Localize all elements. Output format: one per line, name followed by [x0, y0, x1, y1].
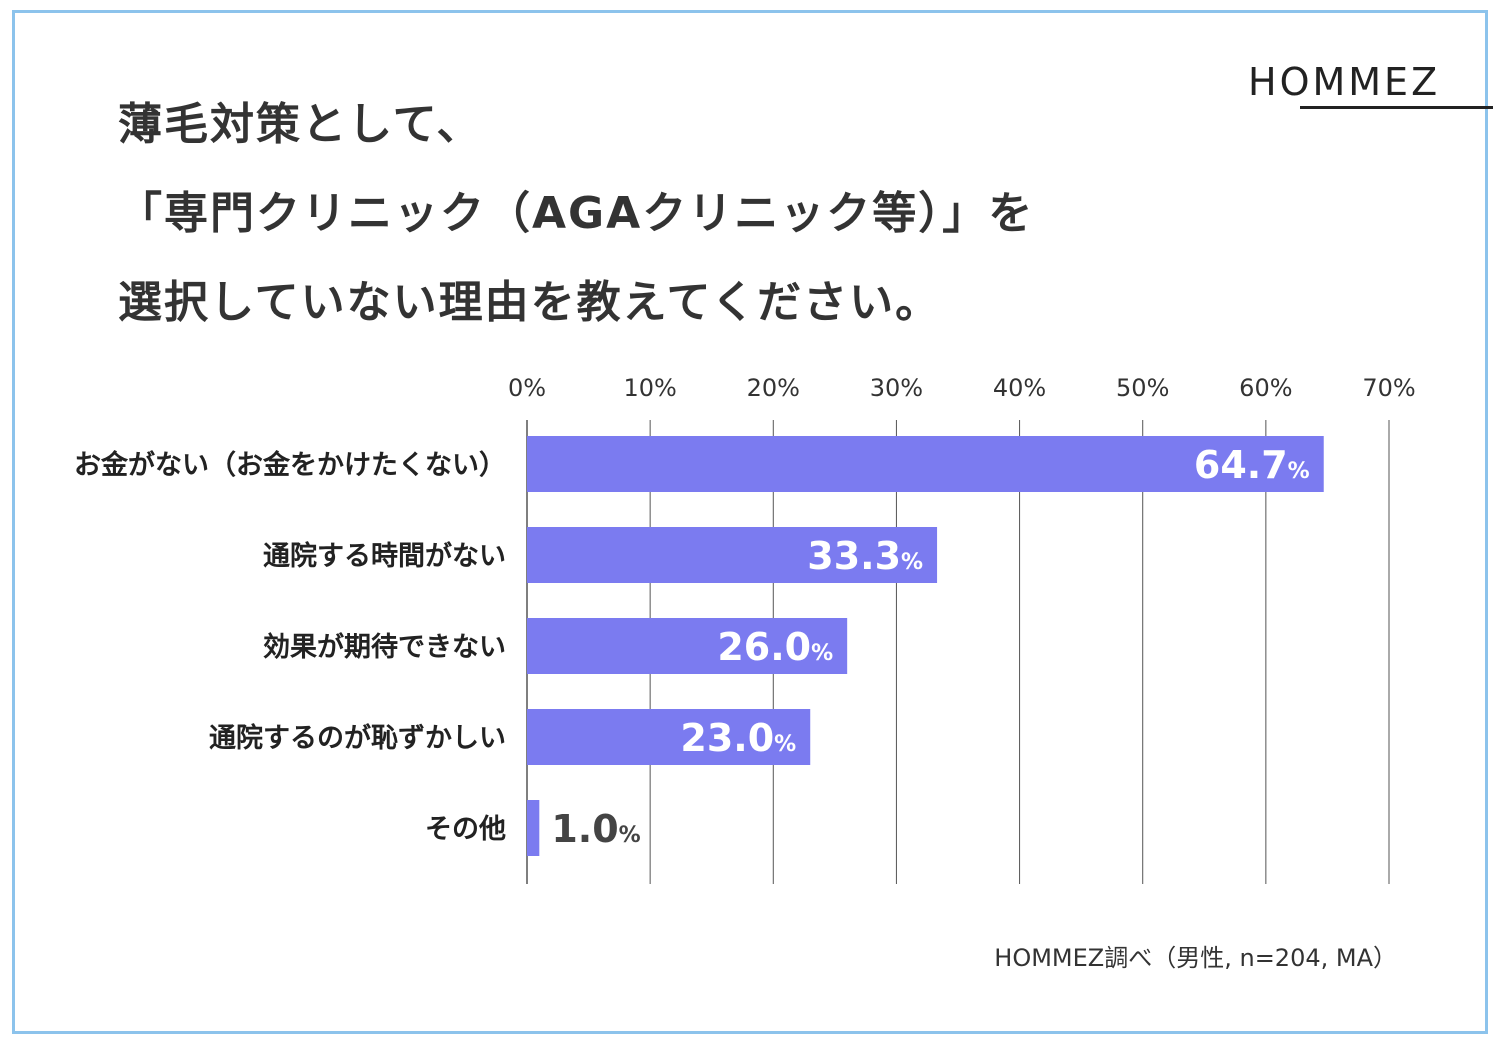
title-line-1: 薄毛対策として、 [118, 99, 483, 150]
value-label: 1.0% [551, 807, 640, 851]
bar [527, 436, 1324, 492]
value-label: 64.7% [1194, 443, 1310, 487]
category-label: 通院するのが恥ずかしい [209, 722, 506, 754]
x-tick-label: 20% [747, 374, 800, 402]
title-line-2: 「専門クリニック（AGAクリニック等）」を [118, 188, 1035, 239]
bar [527, 709, 811, 765]
bar [527, 527, 938, 583]
x-tick-label: 0% [508, 374, 546, 402]
bar [527, 618, 848, 674]
bar [527, 800, 540, 856]
source-note: HOMMEZ調べ（男性, n=204, MA） [994, 944, 1397, 972]
chart-frame [12, 10, 1488, 1034]
brand-logo: HOMMEZ [1248, 60, 1493, 109]
category-label: 効果が期待できない [263, 631, 506, 663]
category-label: お金がない（お金をかけたくない） [74, 449, 506, 481]
x-tick-label: 10% [623, 374, 676, 402]
value-label: 26.0% [717, 625, 833, 669]
value-label: 33.3% [807, 534, 923, 578]
x-tick-label: 70% [1362, 374, 1415, 402]
chart-title: 薄毛対策として、 「専門クリニック（AGAクリニック等）」を 選択していない理由… [118, 80, 1034, 347]
x-tick-label: 40% [993, 374, 1046, 402]
x-tick-label: 30% [870, 374, 923, 402]
logo-underline [1300, 106, 1493, 109]
title-line-3: 選択していない理由を教えてください。 [118, 277, 942, 328]
category-label: 通院する時間がない [263, 540, 506, 572]
x-tick-label: 50% [1116, 374, 1169, 402]
category-label: その他 [425, 814, 506, 845]
logo-text: HOMMEZ [1248, 60, 1441, 104]
value-label: 23.0% [680, 716, 796, 760]
x-tick-label: 60% [1239, 374, 1292, 402]
